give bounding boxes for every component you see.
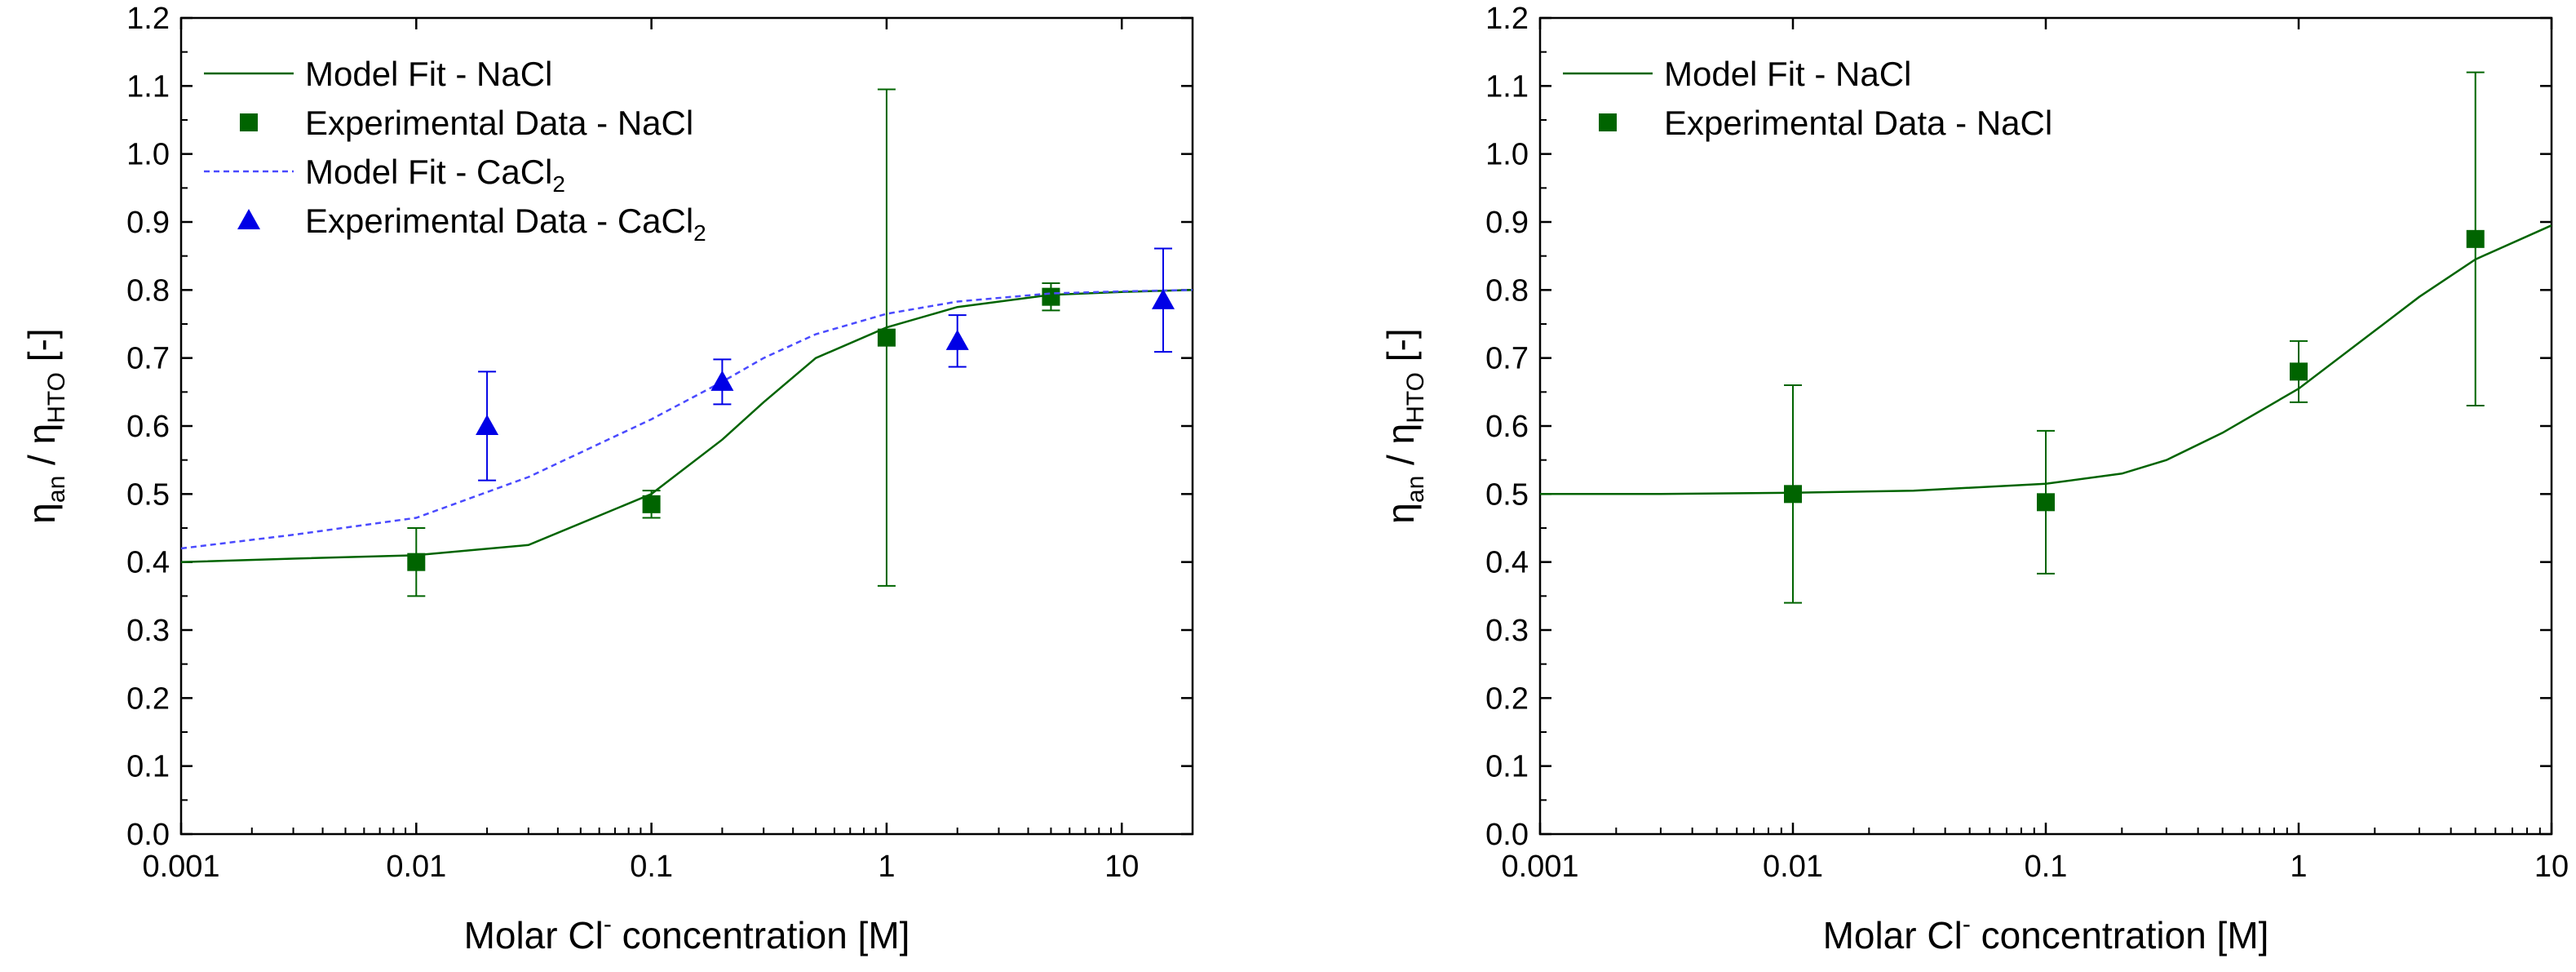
legend-label: Experimental Data - NaCl — [1664, 104, 2052, 142]
data-point-square — [2290, 362, 2308, 381]
x-tick-label: 10 — [2534, 850, 2569, 884]
y-tick-label: 0.7 — [126, 342, 170, 376]
y-tick-label: 0.9 — [1485, 206, 1529, 240]
y-tick-label: 0.6 — [1485, 410, 1529, 444]
data-point-triangle — [945, 329, 969, 350]
data-point-triangle — [710, 370, 734, 391]
x-tick-label: 1 — [2290, 850, 2307, 884]
data-point-square — [2037, 493, 2055, 512]
y-tick-label: 0.5 — [126, 477, 170, 512]
legend-label: Experimental Data - CaCl2 — [305, 202, 706, 246]
fit-line — [180, 289, 1193, 563]
x-tick-label: 10 — [1104, 850, 1139, 884]
fit-line — [180, 289, 1193, 550]
legend-label: Model Fit - NaCl — [1664, 55, 1911, 93]
x-tick-label: 0.1 — [630, 850, 673, 884]
y-tick-label: 0.3 — [126, 614, 170, 648]
y-tick-label: 1.2 — [1485, 2, 1529, 36]
y-tick-label: 0.0 — [1485, 818, 1529, 852]
y-tick-label: 0.7 — [1485, 342, 1529, 376]
x-tick-label: 0.1 — [2025, 850, 2068, 884]
data-point-square — [642, 495, 661, 513]
y-tick-label: 1.2 — [126, 2, 170, 36]
y-tick-label: 0.1 — [126, 750, 170, 784]
x-tick-label: 0.001 — [142, 850, 219, 884]
data-point-square — [407, 553, 426, 571]
legend-square-swatch — [240, 113, 258, 131]
data-point-square — [2466, 229, 2485, 248]
x-axis-title: Molar Cl- concentration [M] — [1823, 911, 2269, 956]
chart-right: 0.0 0.1 0.2 0.3 0.4 0.5 0.6 0.7 0.8 0.9 1.0 1.1 1.2 0… — [1379, 2, 2569, 956]
y-tick-label: 0.0 — [126, 818, 170, 852]
legend-label: Model Fit - CaCl2 — [305, 153, 565, 197]
legend-triangle-swatch — [237, 209, 260, 229]
y-tick-label: 0.4 — [126, 546, 170, 580]
y-tick-label: 0.9 — [126, 206, 170, 240]
y-tick-label: 0.2 — [126, 681, 170, 716]
y-tick-label: 1.1 — [126, 69, 170, 104]
legend-label: Model Fit - NaCl — [305, 55, 552, 93]
data-point-triangle — [476, 415, 499, 435]
y-tick-label: 1.1 — [1485, 69, 1529, 104]
y-tick-label: 0.6 — [126, 410, 170, 444]
x-tick-label: 0.01 — [386, 850, 446, 884]
chart-left: 0.0 0.1 0.2 0.3 0.4 0.5 0.6 0.7 0.8 0.9 1.0 1.1 1.2 0… — [20, 2, 1194, 956]
y-tick-label: 0.5 — [1485, 477, 1529, 512]
x-tick-label: 0.001 — [1501, 850, 1578, 884]
y-tick-label: 0.8 — [126, 273, 170, 308]
y-tick-label: 0.2 — [1485, 681, 1529, 716]
y-tick-label: 0.3 — [1485, 614, 1529, 648]
legend-square-swatch — [1599, 113, 1617, 131]
data-point-square — [877, 328, 896, 347]
data-point-triangle — [1151, 288, 1175, 309]
data-point-square — [1042, 287, 1060, 306]
y-tick-label: 0.4 — [1485, 546, 1529, 580]
x-tick-label: 1 — [878, 850, 895, 884]
y-axis-title: ηan / ηHTO [-] — [20, 328, 70, 523]
y-tick-label: 0.8 — [1485, 273, 1529, 308]
y-tick-label: 1.0 — [1485, 138, 1529, 172]
x-axis-title: Molar Cl- concentration [M] — [464, 911, 910, 956]
y-axis-title: ηan / ηHTO [-] — [1379, 328, 1429, 523]
legend-label: Experimental Data - NaCl — [305, 104, 693, 142]
y-tick-label: 1.0 — [126, 138, 170, 172]
x-tick-label: 0.01 — [1763, 850, 1823, 884]
data-point-square — [1784, 485, 1802, 504]
y-tick-label: 0.1 — [1485, 750, 1529, 784]
